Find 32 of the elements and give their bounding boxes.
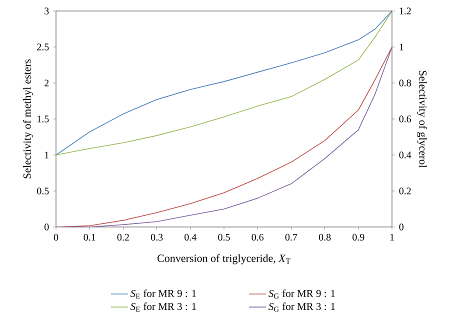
x-tick-label: 0.4 — [184, 234, 196, 241]
legend-label: S$_{E}$ for MR 9 : 1 — [130, 290, 196, 299]
y-tick-label: 3 — [44, 8, 49, 14]
x-tick-label: 0.1 — [84, 234, 96, 241]
legend-label: S$_{G}$ for MR 3 : 1 — [268, 302, 335, 312]
x-tick-label: 1 — [390, 234, 394, 240]
y2-tick-label: 0 — [399, 224, 404, 230]
y2-tick-label: 0.2 — [399, 188, 411, 194]
x-tick-label: 0.5 — [218, 234, 230, 241]
y-tick-label: 0.5 — [37, 188, 49, 194]
y-tick-label: 1 — [45, 152, 49, 158]
y2-tick-label: 0.8 — [399, 80, 411, 86]
y-tick-label: 2.5 — [37, 44, 49, 50]
x-tick-label: 0.8 — [318, 234, 331, 241]
y-tick-label: 1.5 — [38, 116, 49, 122]
y-tick-label: 0 — [44, 224, 49, 230]
y-tick-label: 2 — [44, 80, 49, 86]
x-axis-title: Conversion of triglyceride, X$_{T}$ — [158, 254, 290, 264]
y2-tick-label: 0.6 — [399, 116, 412, 122]
legend-label: S$_{E}$ for MR 3 : 1 — [130, 302, 196, 312]
y-axis-title: Selectivity of methyl esters — [22, 59, 34, 178]
x-tick-label: 0.9 — [352, 234, 364, 241]
y2-tick-label: 1.2 — [400, 8, 411, 14]
x-tick-label: 0.3 — [150, 234, 163, 241]
x-tick-label: 0.2 — [117, 234, 129, 241]
x-tick-label: 0 — [54, 234, 58, 241]
y2-axis-title: Selectivity of glycerol — [416, 70, 428, 168]
y2-tick-label: 0.4 — [399, 152, 412, 158]
y2-tick-label: 1 — [400, 44, 404, 50]
x-tick-label: 0.6 — [252, 234, 264, 241]
legend-label: S$_{G}$ for MR 9 : 1 — [268, 290, 335, 299]
x-tick-label: 0.7 — [285, 234, 298, 241]
